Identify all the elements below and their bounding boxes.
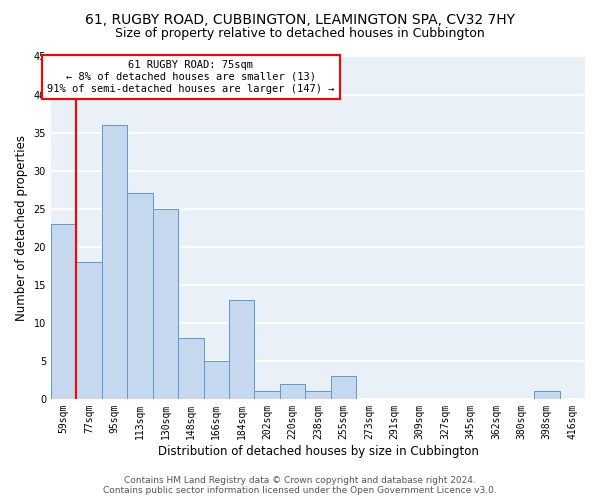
Bar (331, 376, 356, 399)
Bar (254, 391, 280, 399)
Bar (534, 391, 560, 399)
Bar (51, 224, 76, 399)
Bar (152, 208, 178, 399)
Bar (305, 391, 331, 399)
Bar (229, 300, 254, 399)
Bar (102, 125, 127, 399)
Bar (331, 376, 356, 399)
Text: Contains HM Land Registry data © Crown copyright and database right 2024.
Contai: Contains HM Land Registry data © Crown c… (103, 476, 497, 495)
Bar (229, 300, 254, 399)
X-axis label: Distribution of detached houses by size in Cubbington: Distribution of detached houses by size … (158, 444, 478, 458)
Bar (280, 384, 305, 399)
Bar (76, 262, 102, 399)
Y-axis label: Number of detached properties: Number of detached properties (15, 134, 28, 320)
Bar (305, 391, 331, 399)
Bar (254, 391, 280, 399)
Text: 61, RUGBY ROAD, CUBBINGTON, LEAMINGTON SPA, CV32 7HY: 61, RUGBY ROAD, CUBBINGTON, LEAMINGTON S… (85, 12, 515, 26)
Bar (203, 361, 229, 399)
Bar (280, 384, 305, 399)
Bar (102, 125, 127, 399)
Text: 61 RUGBY ROAD: 75sqm
← 8% of detached houses are smaller (13)
91% of semi-detach: 61 RUGBY ROAD: 75sqm ← 8% of detached ho… (47, 60, 335, 94)
Bar (178, 338, 203, 399)
Bar (178, 338, 203, 399)
Bar (127, 194, 152, 399)
Bar (127, 194, 152, 399)
Bar (51, 224, 76, 399)
Bar (534, 391, 560, 399)
Bar (203, 361, 229, 399)
Bar (76, 262, 102, 399)
Bar (152, 208, 178, 399)
Text: Size of property relative to detached houses in Cubbington: Size of property relative to detached ho… (115, 28, 485, 40)
